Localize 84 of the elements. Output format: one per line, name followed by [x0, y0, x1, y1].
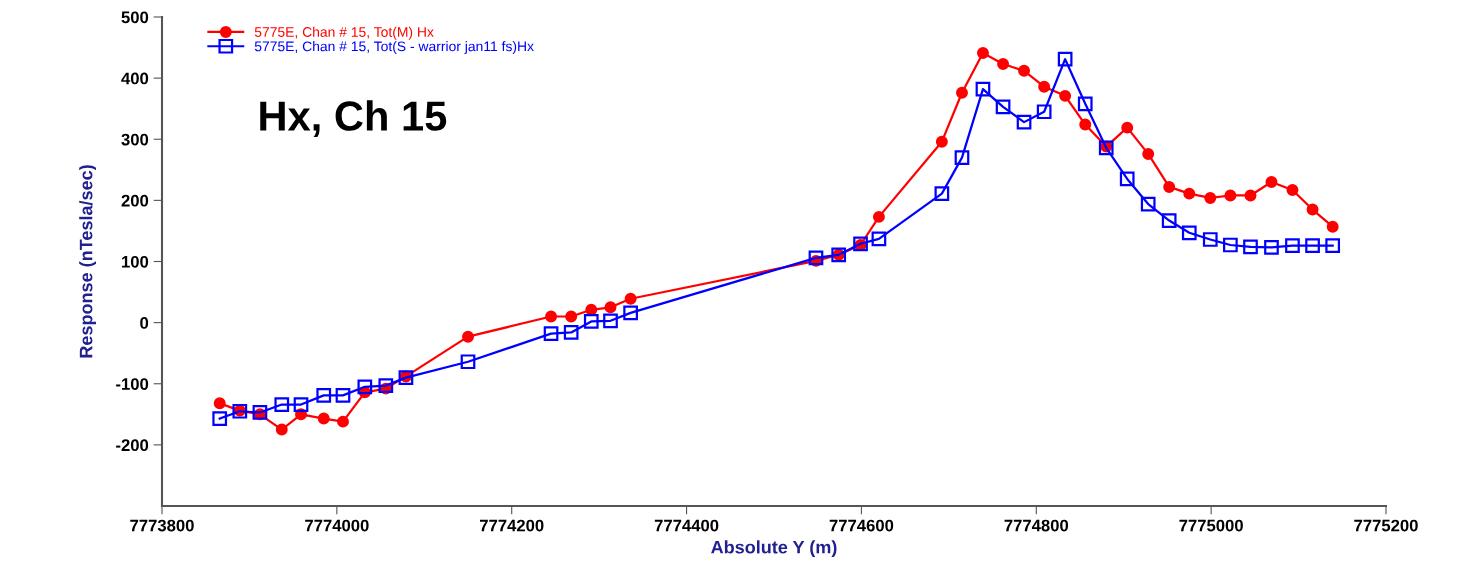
annotation: Hx, Ch 15: [260, 100, 447, 137]
point: [545, 310, 558, 323]
point: [212, 411, 228, 426]
y-tick-label: -200: [116, 439, 149, 452]
point: [1305, 238, 1320, 253]
point: [317, 412, 330, 425]
point: [1077, 96, 1093, 112]
point: [976, 47, 989, 60]
x-tick-label: 7774000: [305, 519, 369, 532]
point: [335, 388, 351, 403]
y-tick-label: 100: [122, 255, 149, 268]
point: [1181, 225, 1197, 241]
y-tick-label: 300: [121, 133, 149, 146]
y-axis-title: Response (nTesla/sec): [79, 165, 97, 358]
point: [1036, 104, 1052, 120]
point: [1057, 51, 1073, 67]
point: [1325, 238, 1341, 253]
point: [1119, 171, 1135, 187]
point: [1016, 114, 1032, 130]
point: [808, 250, 824, 266]
point: [1142, 147, 1155, 160]
point: [1285, 238, 1300, 253]
x-tick-label: 7774600: [829, 519, 894, 532]
point: [1202, 232, 1218, 247]
point: [583, 314, 599, 329]
point: [1265, 176, 1278, 189]
point: [565, 310, 578, 323]
point: [1224, 189, 1237, 202]
point: [316, 388, 332, 403]
point: [460, 354, 476, 370]
point: [357, 379, 373, 395]
point: [1161, 213, 1177, 228]
y-tick-label: 400: [121, 72, 149, 85]
point: [934, 186, 950, 202]
point: [872, 210, 885, 223]
x-tick-label: 7775200: [1354, 519, 1418, 532]
point: [1059, 89, 1072, 102]
point: [1079, 118, 1092, 131]
point: [563, 325, 579, 340]
point: [1140, 196, 1156, 212]
y-tick-label: 200: [121, 194, 149, 207]
point: [462, 330, 474, 343]
point: [1121, 121, 1134, 134]
point: [995, 99, 1011, 115]
point: [935, 135, 948, 148]
point: [871, 231, 887, 247]
point: [1306, 203, 1319, 216]
x-tick-label: 7774400: [654, 519, 719, 532]
point: [975, 81, 991, 97]
x-tick-label: 7773800: [130, 519, 194, 532]
point: [213, 397, 226, 410]
point: [1183, 187, 1196, 200]
y-tick-label: -100: [116, 378, 149, 390]
legend-label: 5775E, Chan # 15, Tot(M) Hx: [254, 26, 434, 40]
point: [954, 150, 970, 165]
point: [1244, 189, 1257, 202]
y-tick-label: 0: [140, 317, 149, 329]
point: [1264, 240, 1279, 255]
x-tick-label: 7775000: [1179, 519, 1243, 532]
point: [378, 378, 394, 393]
point: [1163, 180, 1176, 193]
point: [1018, 64, 1031, 77]
point: [1038, 80, 1051, 93]
y-tick-label: 500: [121, 11, 149, 24]
point: [603, 313, 618, 329]
point: [956, 86, 968, 99]
point: [623, 305, 638, 321]
x-tick-label: 7774200: [479, 519, 544, 532]
point: [1204, 191, 1217, 204]
point: [1243, 239, 1258, 255]
point: [1326, 220, 1339, 233]
x-axis-title: Absolute Y (m): [711, 540, 837, 558]
point: [543, 326, 559, 341]
point: [997, 58, 1010, 71]
point: [1286, 184, 1299, 196]
x-tick-label: 7774800: [1004, 519, 1069, 532]
point: [624, 292, 637, 305]
point: [274, 397, 290, 412]
point: [337, 415, 349, 428]
point: [293, 397, 309, 412]
point: [1223, 237, 1238, 253]
point: [275, 423, 288, 436]
point: [604, 301, 617, 314]
legend-label: 5775E, Chan # 15, Tot(S - warrior jan11 fs)Hx: [254, 41, 534, 55]
